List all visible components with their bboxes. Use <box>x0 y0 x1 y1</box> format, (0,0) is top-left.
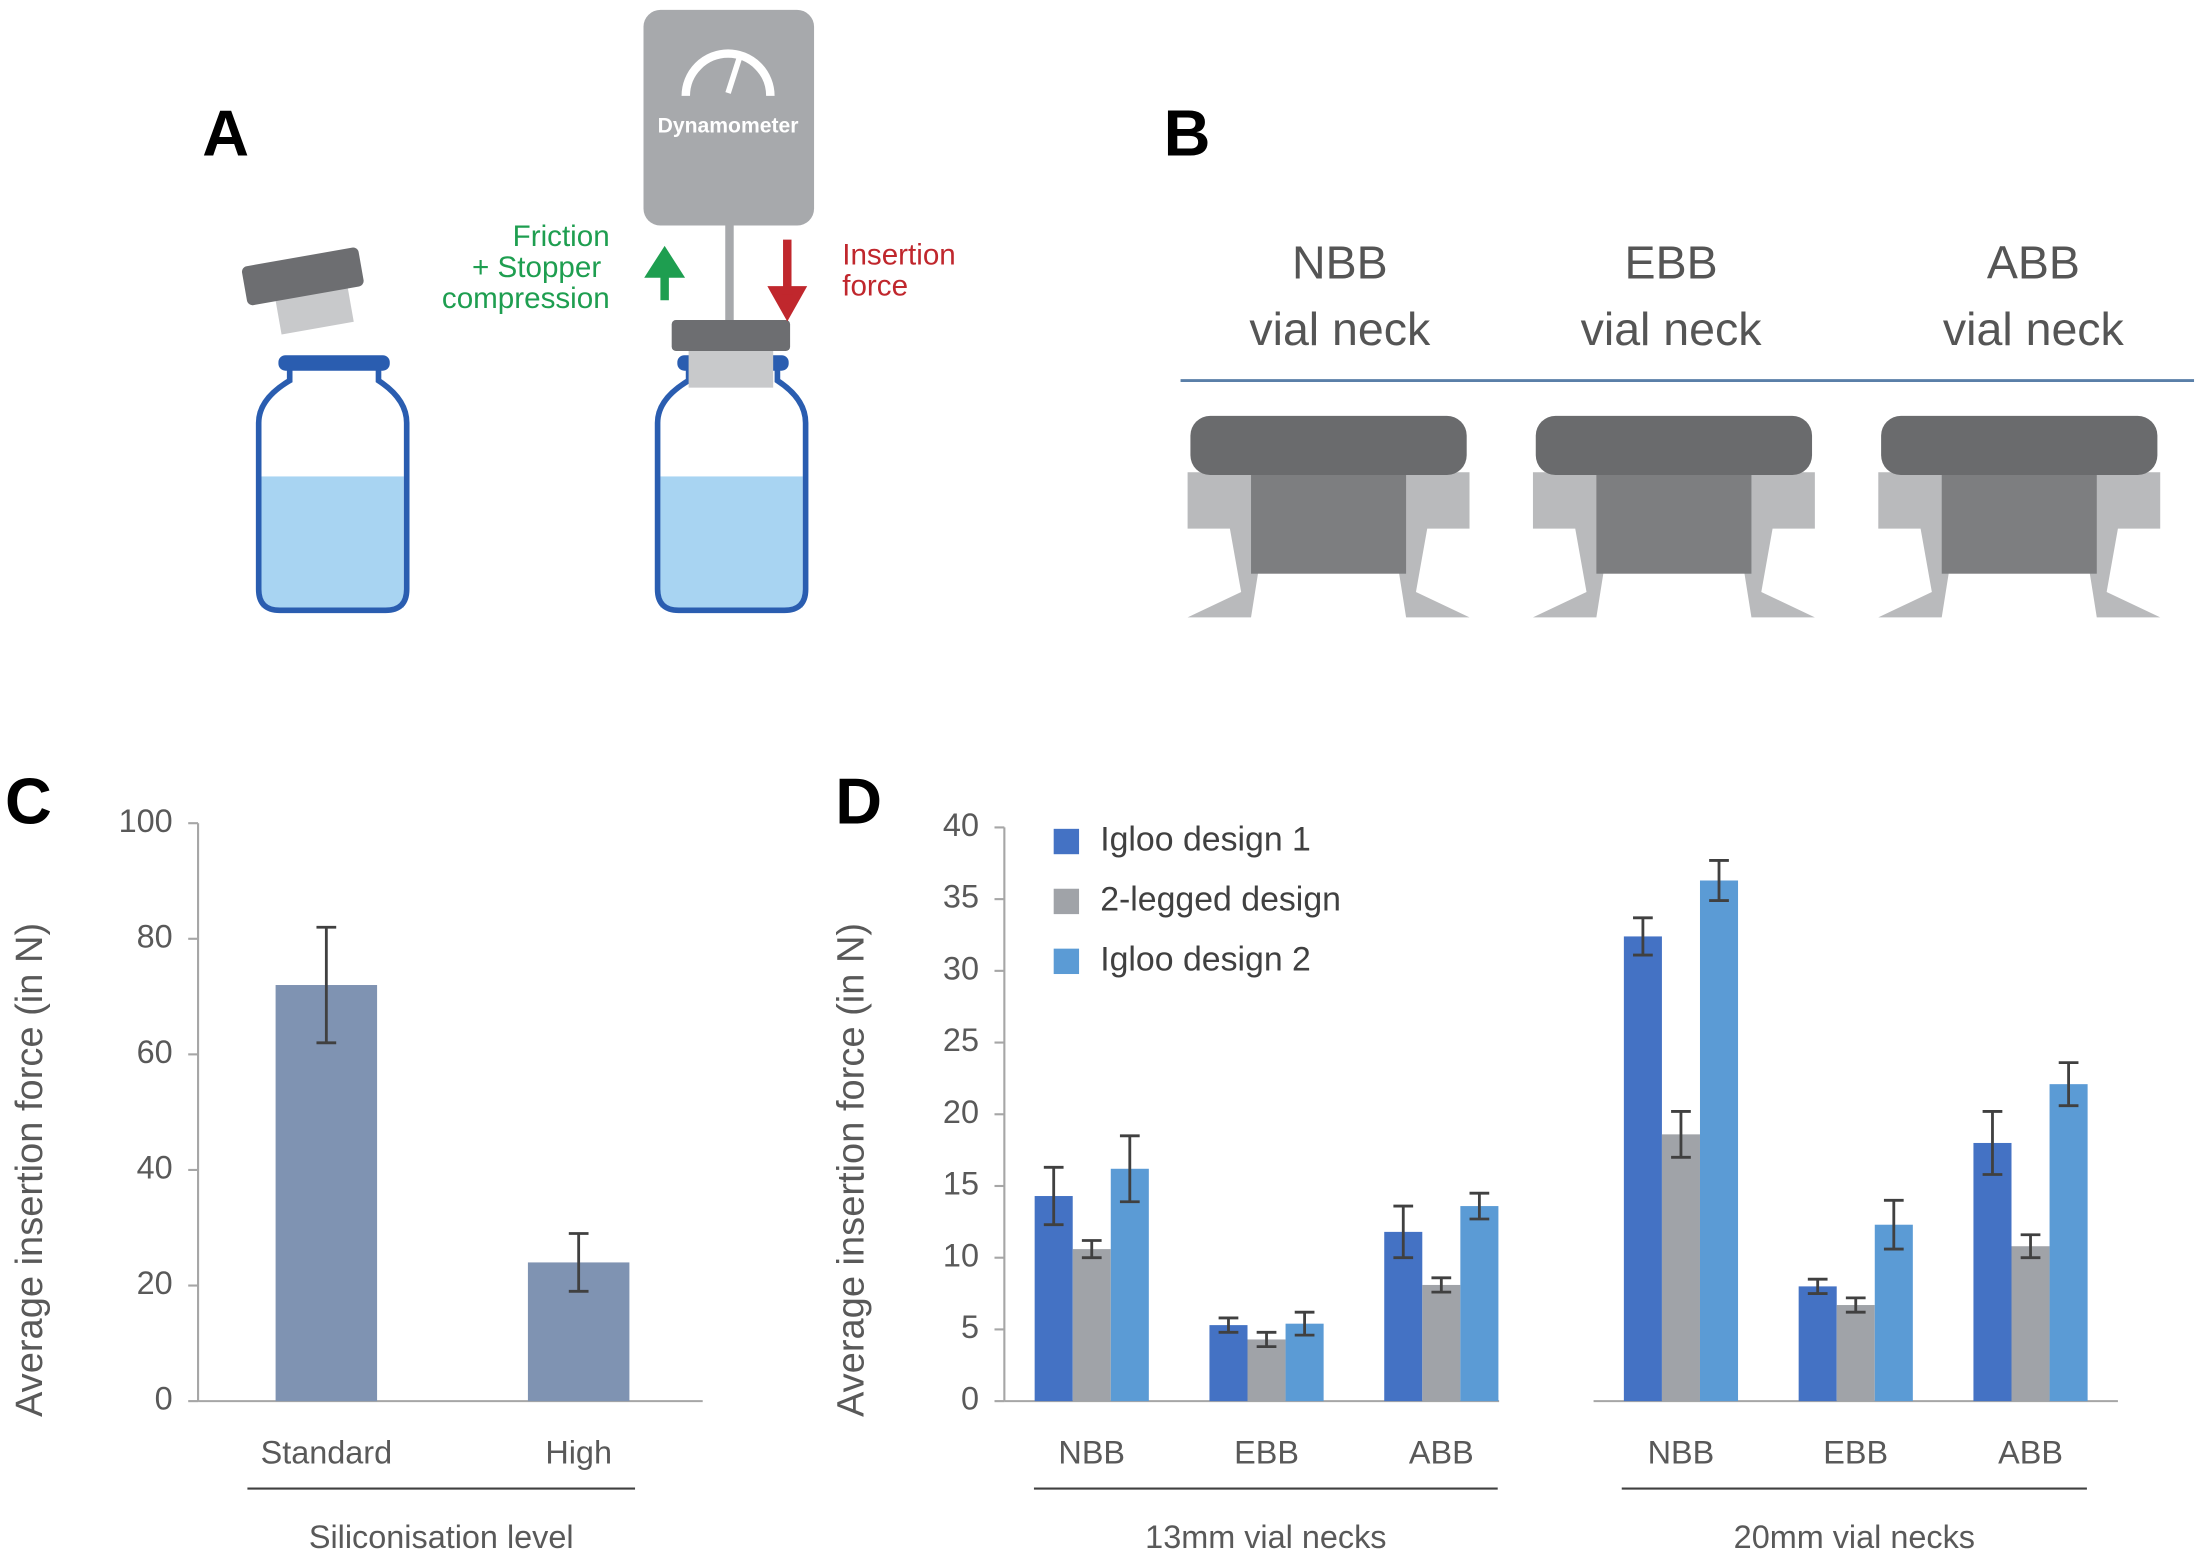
neck-title: vial neck <box>1581 303 1763 355</box>
y-tick-label: 25 <box>943 1022 979 1058</box>
x-tick-label: ABB <box>1409 1434 1474 1470</box>
stopper-top <box>1881 415 2158 476</box>
legend-label: Igloo design 1 <box>1100 820 1311 858</box>
neck-title: EBB <box>1625 237 1718 289</box>
bar <box>1699 880 1739 1402</box>
bar <box>275 985 378 1402</box>
bar <box>1034 1196 1073 1402</box>
y-tick-label: 100 <box>119 803 173 839</box>
x-tick-label: EBB <box>1234 1434 1299 1470</box>
y-axis-label: Average insertion force (in N) <box>9 923 51 1417</box>
x-tick-label: NBB <box>1058 1434 1125 1470</box>
stopper-leg <box>1187 472 1266 618</box>
panel-b: NBB vial neck EBB vial neck ABB vial nec… <box>1180 237 2195 618</box>
legend-label: Igloo design 2 <box>1100 940 1311 978</box>
insertion-label: Insertion <box>842 238 956 271</box>
neck-title: ABB <box>1987 237 2080 289</box>
neck-title: vial neck <box>1943 303 2125 355</box>
bar <box>1247 1339 1286 1402</box>
x-tick-label: Standard <box>261 1434 393 1470</box>
legend-swatch <box>1053 948 1080 975</box>
vial-right <box>654 319 809 614</box>
y-tick-label: 10 <box>943 1237 979 1273</box>
y-tick-label: 15 <box>943 1166 979 1202</box>
bar <box>1973 1142 2012 1402</box>
friction-label: compression <box>442 282 610 315</box>
y-tick-label: 20 <box>137 1265 173 1301</box>
dynamometer-label: Dynamometer <box>658 114 799 137</box>
group-label: 20mm vial necks <box>1734 1519 1975 1555</box>
stopper-body <box>1251 467 1407 574</box>
y-tick-label: 30 <box>943 950 979 986</box>
stopper-body <box>1941 467 2097 574</box>
bar <box>1460 1206 1499 1402</box>
y-tick-label: 60 <box>137 1034 173 1070</box>
friction-label: + Stopper <box>472 251 601 284</box>
gauge <box>681 49 775 96</box>
stopper-leg <box>1878 472 1956 618</box>
dynamometer-box <box>643 9 815 226</box>
x-tick-label: High <box>545 1434 612 1470</box>
vial-left <box>255 355 410 614</box>
x-tick-label: ABB <box>1998 1434 2063 1470</box>
panel-label: A <box>202 96 249 169</box>
bar <box>1661 1134 1700 1402</box>
legend-swatch <box>1053 888 1080 915</box>
stopper-leg <box>1391 472 1470 618</box>
legend-swatch <box>1053 828 1080 855</box>
y-axis-label: Average insertion force (in N) <box>831 923 873 1417</box>
friction-arrow <box>644 245 686 301</box>
legend-label: 2-legged design <box>1100 880 1341 918</box>
stopper-leg <box>1532 472 1611 618</box>
bar <box>1874 1224 1913 1402</box>
bar <box>1798 1286 1837 1402</box>
stopper-top <box>1535 415 1813 476</box>
group-label: Siliconisation level <box>309 1519 574 1555</box>
stopper-leg <box>1737 472 1815 618</box>
stopper-body <box>1596 467 1752 574</box>
stopper-top <box>1190 415 1467 476</box>
stopper-leg <box>2082 472 2161 618</box>
bar <box>1209 1325 1248 1402</box>
y-tick-label: 80 <box>137 918 173 954</box>
neck-title: NBB <box>1292 237 1388 289</box>
y-tick-label: 20 <box>943 1094 979 1130</box>
panel-label: C <box>5 764 52 837</box>
panel-label: D <box>835 764 882 837</box>
bar <box>1285 1323 1324 1402</box>
panel-label: B <box>1164 96 1211 169</box>
y-tick-label: 0 <box>961 1381 979 1417</box>
neck-title: vial neck <box>1249 303 1431 355</box>
insertion-arrow <box>767 239 808 322</box>
bar <box>2011 1246 2050 1402</box>
bar <box>1072 1249 1111 1402</box>
bar <box>2049 1084 2088 1402</box>
stopper-images <box>1187 415 2161 618</box>
x-tick-label: EBB <box>1823 1434 1888 1470</box>
x-tick-label: NBB <box>1648 1434 1715 1470</box>
bar <box>1422 1284 1461 1402</box>
friction-label: Friction <box>513 220 610 253</box>
y-tick-label: 35 <box>943 879 979 915</box>
loose-stopper <box>241 247 364 335</box>
diagram-a: Dynamometer Friction + Stopper compressi… <box>241 9 956 614</box>
y-tick-label: 0 <box>155 1381 173 1417</box>
bar <box>1110 1168 1149 1402</box>
bar <box>1836 1305 1875 1402</box>
gauge-needle <box>725 52 744 94</box>
y-tick-label: 5 <box>961 1309 979 1345</box>
bar <box>1384 1231 1423 1402</box>
bar <box>1623 936 1662 1402</box>
group-label: 13mm vial necks <box>1145 1519 1386 1555</box>
y-tick-label: 40 <box>137 1150 173 1186</box>
insertion-label: force <box>842 269 908 302</box>
y-tick-label: 40 <box>943 807 979 843</box>
